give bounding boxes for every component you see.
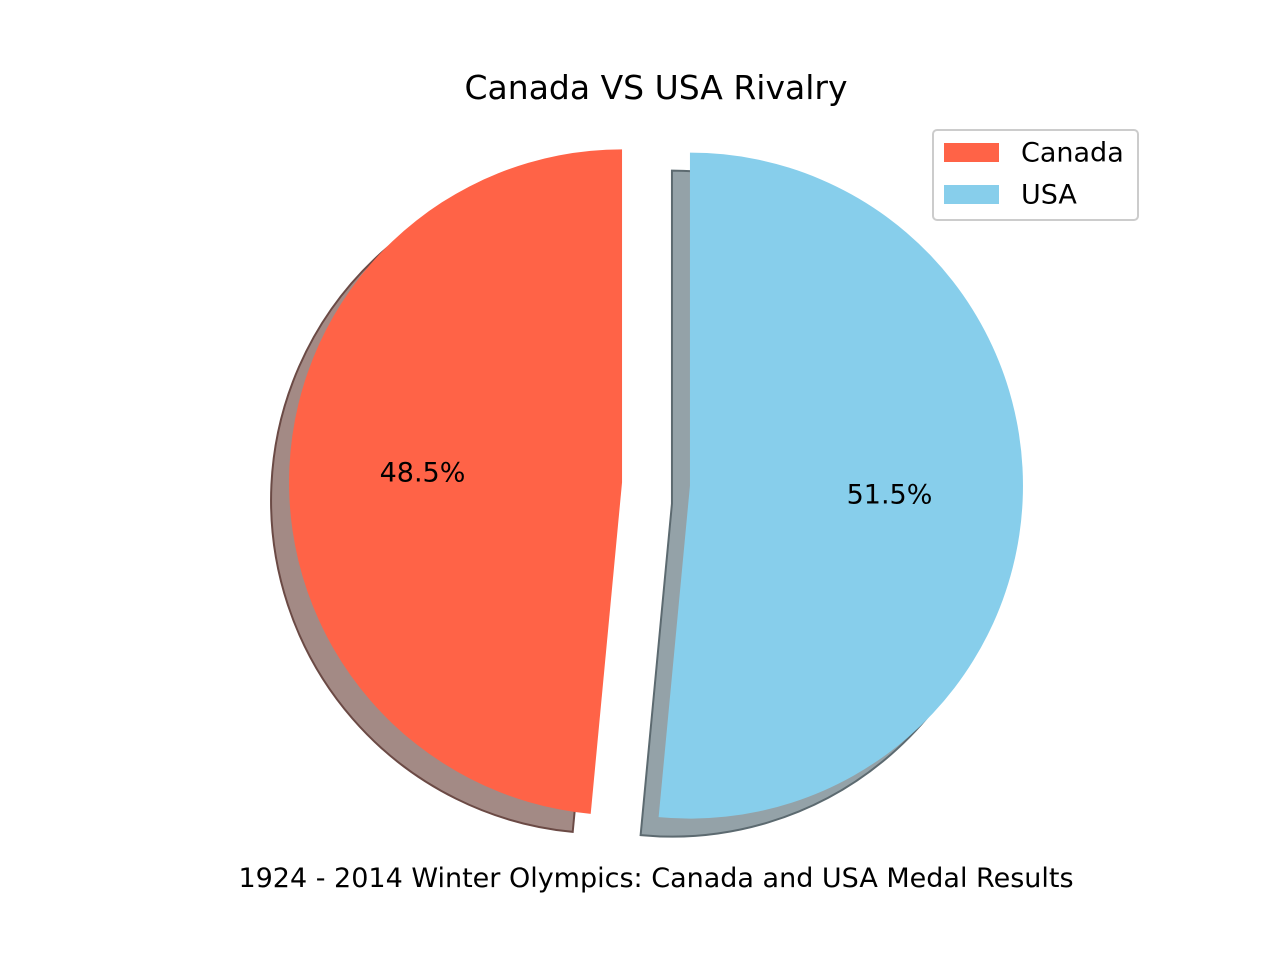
pie-label-canada: 48.5% — [380, 458, 466, 489]
pie-slice-usa — [658, 152, 1023, 819]
legend-label-canada: Canada — [1021, 138, 1124, 169]
pie-slice-canada — [289, 149, 623, 814]
legend-swatch-usa — [944, 185, 999, 204]
pie-label-layer: 48.5% 51.5% — [380, 458, 933, 511]
legend-swatch-canada — [944, 143, 999, 162]
pie-label-usa: 51.5% — [847, 480, 933, 511]
chart-title: Canada VS USA Rivalry — [465, 68, 848, 107]
legend-label-usa: USA — [1021, 180, 1077, 211]
legend: Canada USA — [932, 129, 1139, 221]
pie-slice-layer — [289, 149, 1023, 819]
chart-xlabel: 1924 - 2014 Winter Olympics: Canada and … — [238, 863, 1073, 894]
